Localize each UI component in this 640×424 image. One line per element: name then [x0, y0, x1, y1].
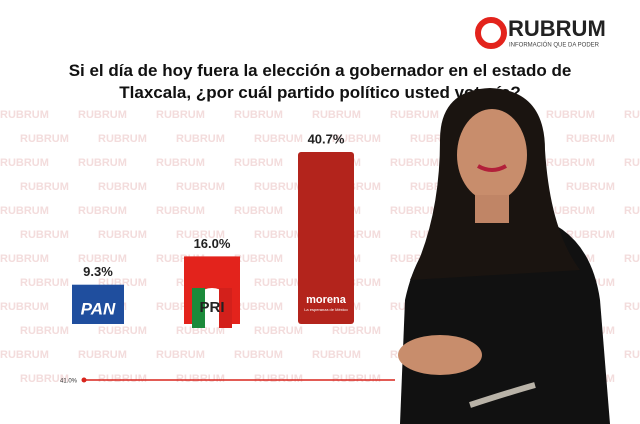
watermark-text: RUBRUM: [624, 109, 640, 121]
watermark-text: RUBRUM: [254, 325, 303, 337]
watermark-text: RUBRUM: [0, 301, 49, 313]
annotation: 41.0%: [60, 379, 78, 385]
logo-ring: [475, 17, 507, 49]
watermark-text: RUBRUM: [254, 133, 303, 145]
watermark-text: RUBRUM: [20, 133, 69, 145]
watermark-text: RUBRUM: [234, 349, 283, 361]
watermark-text: RUBRUM: [254, 229, 303, 241]
watermark-text: RUBRUM: [312, 109, 361, 121]
watermark-text: RUBRUM: [624, 253, 640, 265]
brand-logo: RUBRUM INFORMACIÓN QUE DA PODER: [475, 16, 606, 49]
pri-red: [219, 288, 232, 328]
watermark-text: RUBRUM: [98, 133, 147, 145]
watermark-text: RUBRUM: [566, 133, 615, 145]
watermark-text: RUBRUM: [312, 349, 361, 361]
watermark-text: RUBRUM: [234, 301, 283, 313]
watermark-text: RUBRUM: [78, 253, 127, 265]
watermark-text: RUBRUM: [156, 349, 205, 361]
value-label: 9.3%: [83, 264, 113, 279]
watermark-text: RUBRUM: [234, 253, 283, 265]
watermark-text: RUBRUM: [332, 325, 381, 337]
watermark-text: RUBRUM: [0, 157, 49, 169]
belt: [469, 382, 536, 408]
watermark-text: RUBRUM: [176, 181, 225, 193]
value-label: 40.7%: [308, 131, 345, 146]
category-label: morena: [306, 294, 347, 306]
watermark-text: RUBRUM: [98, 229, 147, 241]
value-label: 16.0%: [194, 236, 231, 251]
watermark-text: RUBRUM: [390, 205, 439, 217]
watermark-text: RUBRUM: [546, 157, 595, 169]
watermark-text: RUBRUM: [624, 157, 640, 169]
annotation-dot: [81, 377, 87, 383]
face: [457, 109, 527, 201]
watermark-text: RUBRUM: [0, 253, 49, 265]
watermark-text: RUBRUM: [20, 229, 69, 241]
watermark-text: RUBRUM: [566, 181, 615, 193]
watermark-text: RUBRUM: [176, 373, 225, 385]
watermark-text: RUBRUM: [98, 181, 147, 193]
watermark-text: RUBRUM: [98, 325, 147, 337]
category-label: PRI: [199, 299, 224, 316]
watermark-text: RUBRUM: [156, 205, 205, 217]
watermark-text: RUBRUM: [0, 205, 49, 217]
brand-tagline: INFORMACIÓN QUE DA PODER: [509, 42, 600, 49]
watermark-text: RUBRUM: [234, 157, 283, 169]
watermark-text: RUBRUM: [234, 109, 283, 121]
watermark-text: RUBRUM: [624, 205, 640, 217]
hands: [398, 335, 482, 375]
watermark-text: RUBRUM: [390, 109, 439, 121]
watermark-text: RUBRUM: [254, 373, 303, 385]
category-sublabel: La esperanza de México: [304, 307, 348, 312]
bar: [298, 152, 354, 324]
watermark-text: RUBRUM: [254, 277, 303, 289]
watermark-text: RUBRUM: [254, 181, 303, 193]
watermark-text: RUBRUM: [78, 205, 127, 217]
watermark-text: RUBRUM: [78, 109, 127, 121]
watermark-text: RUBRUM: [332, 373, 381, 385]
watermark-text: RUBRUM: [78, 349, 127, 361]
watermark-text: RUBRUM: [390, 157, 439, 169]
watermark-text: RUBRUM: [20, 373, 69, 385]
watermark-text: RUBRUM: [78, 157, 127, 169]
neck: [475, 195, 509, 223]
lips: [477, 164, 507, 172]
watermark-text: RUBRUM: [546, 109, 595, 121]
watermark-text: RUBRUM: [0, 349, 49, 361]
photo: [398, 88, 610, 424]
watermark-text: RUBRUM: [566, 229, 615, 241]
watermark-text: RUBRUM: [20, 181, 69, 193]
category-label: PAN: [81, 299, 116, 318]
watermark-text: RUBRUM: [332, 133, 381, 145]
watermark-text: RUBRUM: [156, 157, 205, 169]
watermark-text: RUBRUM: [624, 301, 640, 313]
watermark-text: RUBRUM: [0, 109, 49, 121]
watermark-text: RUBRUM: [20, 325, 69, 337]
bar: [72, 284, 124, 324]
pri-green: [192, 288, 205, 328]
brand-name: RUBRUM: [508, 16, 606, 41]
watermark-text: RUBRUM: [156, 109, 205, 121]
watermark-text: RUBRUM: [624, 349, 640, 361]
watermark-text: RUBRUM: [176, 133, 225, 145]
watermark-text: RUBRUM: [176, 229, 225, 241]
watermark-text: RUBRUM: [546, 205, 595, 217]
chart-title: Si el día de hoy fuera la elección a gob…: [69, 61, 572, 102]
watermark-text: RUBRUM: [20, 277, 69, 289]
watermark-text: RUBRUM: [234, 205, 283, 217]
watermark-text: RUBRUM: [98, 373, 147, 385]
